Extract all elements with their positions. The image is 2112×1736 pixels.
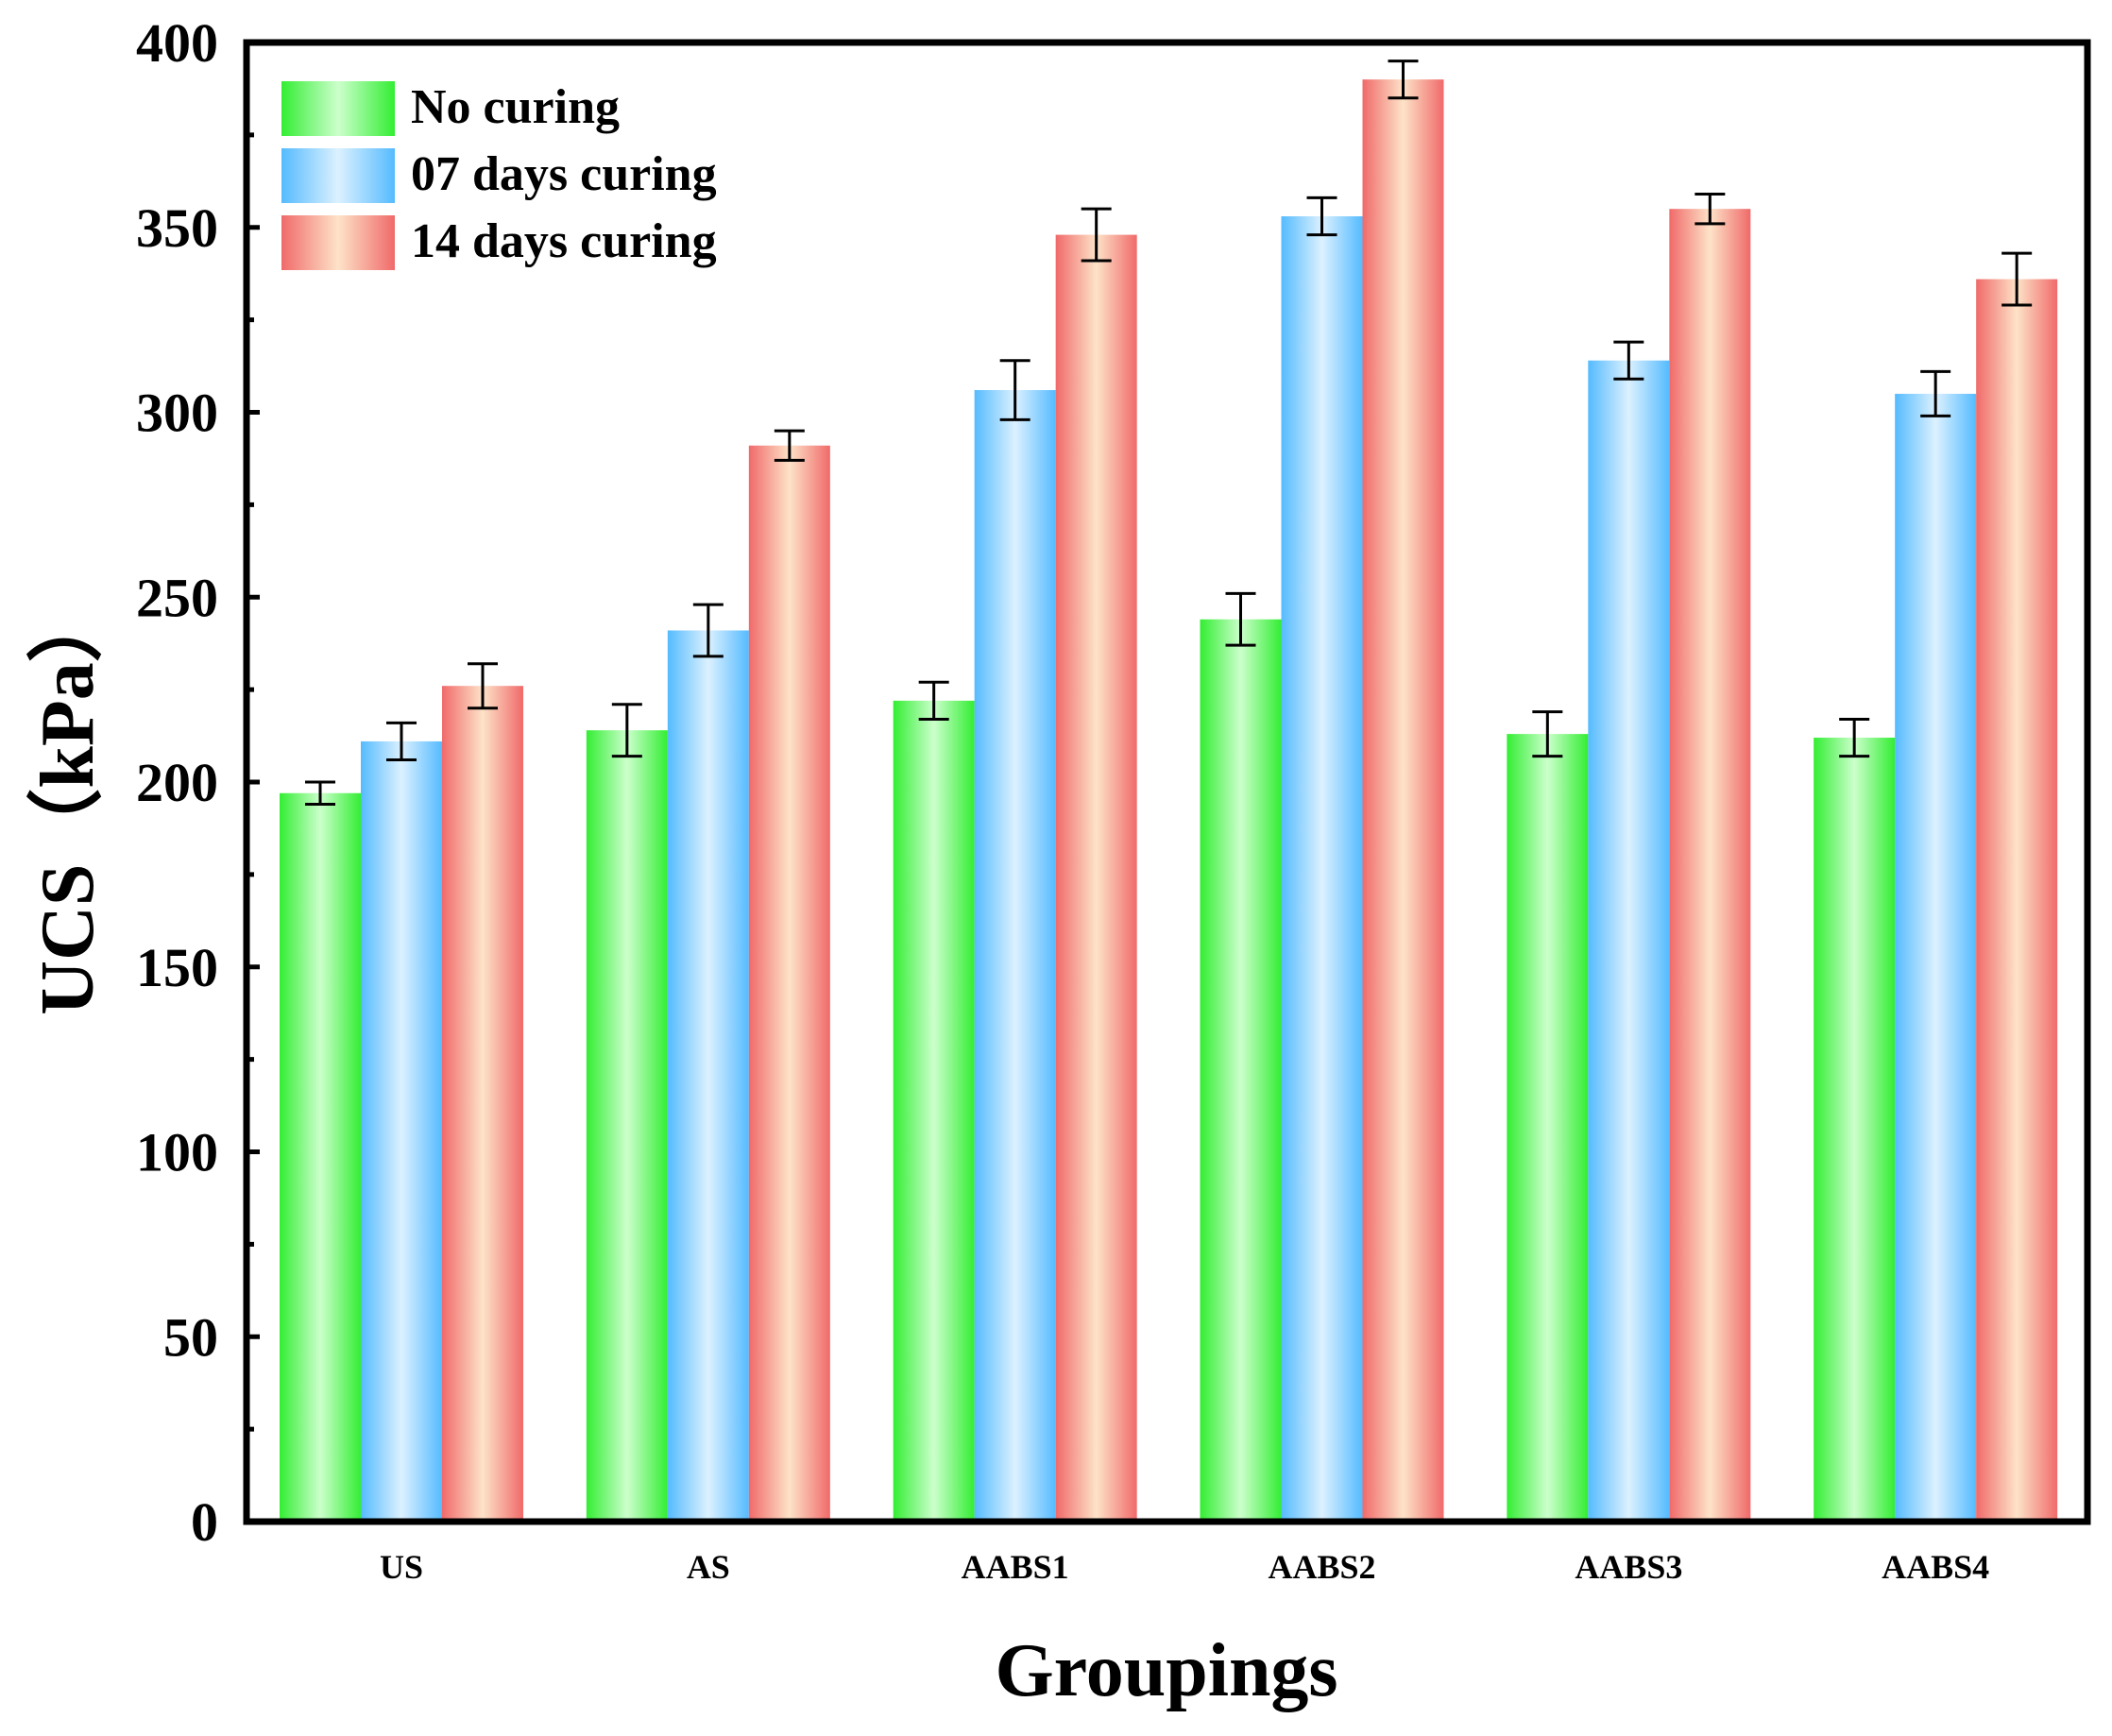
legend-swatch <box>281 148 395 203</box>
y-tick-label-400: 400 <box>136 12 218 74</box>
bar-aabs4-14-days-curing <box>1976 279 2058 1522</box>
legend-label: No curing <box>411 80 620 134</box>
bar-as-14-days-curing <box>748 445 830 1522</box>
x-tick-label-as: AS <box>687 1548 730 1586</box>
error-bar-as-07-days-curing <box>692 603 724 658</box>
error-bar-aabs4-14-days-curing <box>2001 251 2033 307</box>
x-tick-label-aabs1: AABS1 <box>962 1548 1069 1586</box>
y-tick-label-200: 200 <box>136 752 218 813</box>
bar-aabs4-no-curing <box>1814 738 1896 1522</box>
error-bar-aabs4-no-curing <box>1839 717 1870 758</box>
error-bar-aabs2-no-curing <box>1225 591 1256 647</box>
x-tick-label-aabs2: AABS2 <box>1268 1548 1375 1586</box>
bar-us-14-days-curing <box>442 686 523 1522</box>
x-tick-label-aabs4: AABS4 <box>1882 1548 1989 1586</box>
y-tick-label-350: 350 <box>136 197 218 259</box>
y-tick-label-100: 100 <box>136 1122 218 1183</box>
axes-layer: US AS AABS1 AABS2 AABS3 AABS4 0 50 100 150 200 250 3… <box>136 12 2091 1586</box>
bar-aabs3-no-curing <box>1507 734 1589 1522</box>
bar-aabs1-no-curing <box>893 700 975 1522</box>
error-bar-us-no-curing <box>305 780 335 806</box>
error-bar-aabs3-14-days-curing <box>1695 193 1726 226</box>
legend-label: 07 days curing <box>411 147 717 201</box>
bar-aabs1-07-days-curing <box>974 390 1056 1522</box>
bar-as-no-curing <box>586 730 668 1522</box>
legend-item-no-curing: No curing <box>281 80 620 136</box>
bar-aabs3-14-days-curing <box>1669 209 1751 1522</box>
legend-item-14-days-curing: 14 days curing <box>281 214 717 270</box>
bars-layer <box>280 79 2058 1523</box>
bar-aabs2-07-days-curing <box>1281 216 1363 1522</box>
bar-aabs2-14-days-curing <box>1362 79 1444 1522</box>
error-bar-aabs1-no-curing <box>918 680 949 721</box>
bar-aabs4-07-days-curing <box>1895 393 1977 1522</box>
x-tick-label-us: US <box>380 1548 423 1586</box>
bar-aabs1-14-days-curing <box>1055 234 1137 1523</box>
bar-us-no-curing <box>280 792 361 1522</box>
error-bar-aabs1-14-days-curing <box>1081 207 1112 263</box>
bar-aabs2-no-curing <box>1200 619 1282 1522</box>
legend-label: 14 days curing <box>411 214 717 268</box>
y-tick-label-150: 150 <box>136 937 218 998</box>
bar-as-07-days-curing <box>667 630 749 1522</box>
error-bar-aabs3-07-days-curing <box>1613 340 1644 381</box>
x-tick-label-aabs3: AABS3 <box>1575 1548 1682 1586</box>
legend-item-07-days-curing: 07 days curing <box>281 147 717 203</box>
error-bar-aabs2-14-days-curing <box>1388 60 1419 100</box>
y-tick-label-300: 300 <box>136 383 218 444</box>
error-bar-us-14-days-curing <box>468 662 498 710</box>
y-axis-title: UCS（kPa） <box>26 587 110 1014</box>
error-bar-as-14-days-curing <box>774 429 805 462</box>
error-bar-us-07-days-curing <box>386 721 417 762</box>
error-bar-aabs2-07-days-curing <box>1306 196 1337 237</box>
error-bar-aabs3-no-curing <box>1532 710 1563 758</box>
bar-us-07-days-curing <box>361 740 442 1522</box>
legend: No curing 07 days curing 14 days curing <box>281 80 717 270</box>
y-tick-label-50: 50 <box>163 1306 218 1368</box>
error-bar-aabs4-07-days-curing <box>1920 369 1951 417</box>
y-tick-label-250: 250 <box>136 567 218 628</box>
error-bars-layer <box>305 60 2033 806</box>
error-bar-as-no-curing <box>611 703 642 758</box>
legend-swatch <box>281 81 395 136</box>
x-axis-title: Groupings <box>995 1629 1337 1712</box>
bar-aabs3-07-days-curing <box>1588 360 1670 1523</box>
y-tick-label-0: 0 <box>191 1491 218 1553</box>
legend-swatch <box>281 215 395 270</box>
error-bar-aabs1-07-days-curing <box>999 359 1030 421</box>
